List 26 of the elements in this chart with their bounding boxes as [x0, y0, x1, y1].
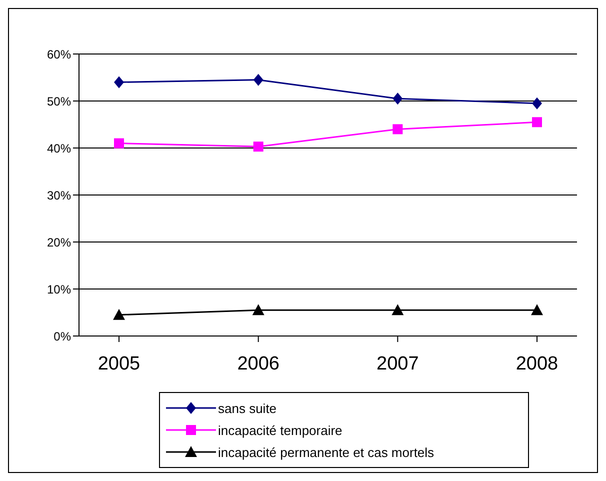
y-tick-label: 30% [46, 188, 72, 202]
y-tick-label: 20% [46, 235, 72, 250]
point [113, 308, 125, 320]
point [252, 304, 264, 316]
point [392, 124, 403, 134]
point [532, 117, 542, 128]
y-tick-label: 50% [46, 94, 72, 108]
point [114, 138, 124, 148]
x-tick-label: 2005 [98, 353, 140, 374]
y-tick-label: 0% [54, 329, 72, 344]
x-tick-label: 2006 [237, 353, 280, 374]
point [532, 97, 542, 110]
legend-label: sans suite [218, 400, 277, 416]
point [531, 304, 543, 316]
point [253, 142, 264, 152]
y-tick-label: 10% [46, 282, 72, 296]
y-tick-label: 60% [46, 47, 72, 62]
legend-label: incapacité temporaire [218, 422, 342, 438]
point [114, 76, 124, 88]
point [392, 92, 403, 105]
legend-label: incapacité permanente et cas mortels [218, 444, 434, 460]
y-tick-label: 40% [46, 141, 72, 156]
x-tick-label: 2007 [376, 353, 419, 374]
x-tick-label: 2008 [516, 353, 558, 374]
point [392, 304, 404, 316]
point [253, 74, 264, 86]
